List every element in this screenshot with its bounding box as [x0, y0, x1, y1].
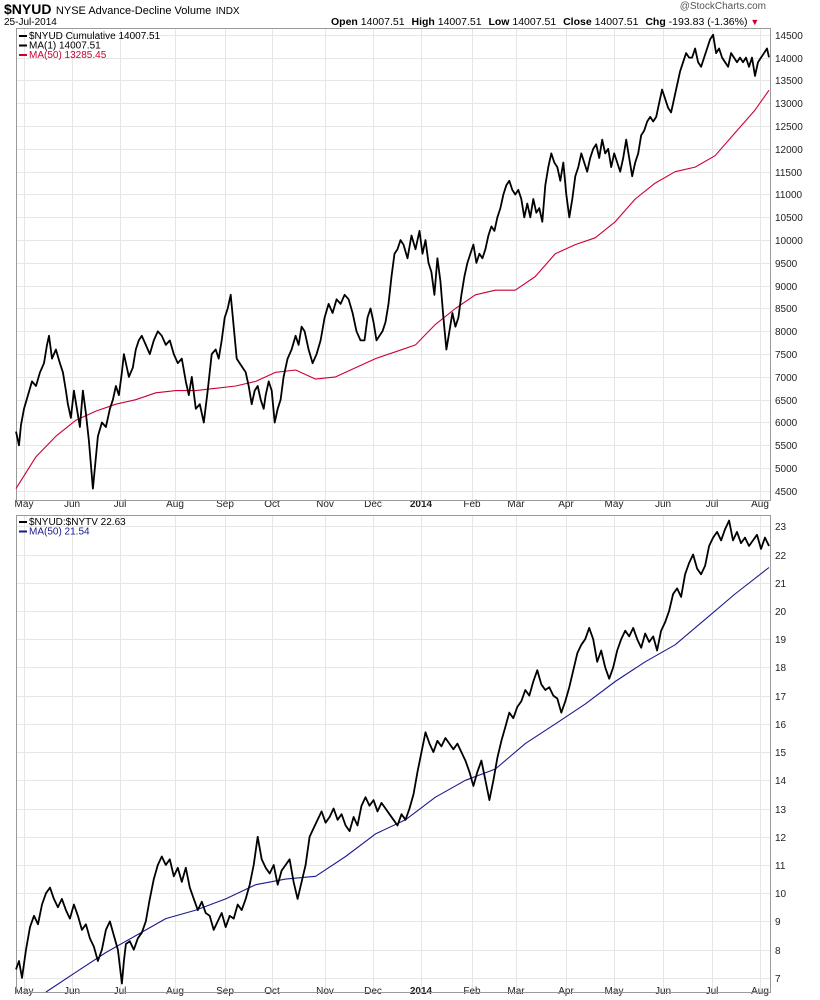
- x-tick-label: Oct: [264, 986, 280, 997]
- x-tick-label: Sep: [216, 986, 234, 997]
- ohlc-line: Open 14007.51 High 14007.51 Low 14007.51…: [331, 16, 759, 28]
- y-tick-label: 6500: [775, 396, 798, 407]
- high-label: High: [411, 16, 435, 28]
- x-tick-label: May: [15, 499, 34, 510]
- x-tick-label: May: [15, 986, 34, 997]
- legend-entry: MA(50) 21.54: [29, 527, 90, 538]
- y-tick-label: 18: [775, 663, 787, 674]
- y-tick-label: 11000: [775, 190, 803, 201]
- x-tick-label: Jul: [706, 986, 719, 997]
- x-tick-label: Feb: [463, 986, 481, 997]
- y-tick-label: 22: [775, 551, 787, 562]
- x-tick-label: Apr: [558, 986, 574, 997]
- title-line: $NYUD NYSE Advance-Decline Volume INDX: [4, 1, 240, 19]
- x-tick-label: Aug: [751, 986, 769, 997]
- y-tick-label: 19: [775, 635, 787, 646]
- price-line: [15, 519, 770, 985]
- chart-date: 25-Jul-2014: [4, 17, 57, 28]
- down-arrow-icon: ▼: [750, 17, 760, 27]
- x-tick-label: 2014: [410, 499, 433, 510]
- x-tick-label: Oct: [264, 499, 280, 510]
- x-tick-label: Feb: [463, 499, 481, 510]
- x-tick-label: Aug: [751, 499, 769, 510]
- y-tick-label: 12: [775, 833, 787, 844]
- panel-frame: [16, 28, 771, 501]
- y-tick-label: 7000: [775, 373, 798, 384]
- y-tick-label: 15: [775, 748, 787, 759]
- y-tick-label: 7: [775, 974, 781, 985]
- y-tick-label: 14: [775, 776, 787, 787]
- close-value: 14007.51: [594, 16, 639, 28]
- x-tick-label: Nov: [316, 499, 334, 510]
- open-value: 14007.51: [360, 16, 405, 28]
- y-tick-label: 20: [775, 607, 787, 618]
- x-tick-label: Jul: [114, 986, 127, 997]
- x-tick-label: Jul: [114, 499, 127, 510]
- chg-value: -193.83 (-1.36%): [668, 16, 748, 28]
- y-tick-label: 9: [775, 917, 781, 928]
- legend-entry: $NYUD Cumulative 14007.51: [29, 31, 161, 42]
- y-tick-label: 8500: [775, 304, 798, 315]
- y-tick-label: 13000: [775, 99, 803, 110]
- y-tick-label: 4500: [775, 487, 798, 498]
- y-tick-label: 10: [775, 889, 787, 900]
- y-tick-label: 7500: [775, 350, 798, 361]
- y-tick-label: 16: [775, 720, 787, 731]
- y-tick-label: 14000: [775, 54, 803, 65]
- x-tick-label: Nov: [316, 986, 334, 997]
- x-tick-label: Jul: [706, 499, 719, 510]
- x-tick-label: Jun: [64, 986, 80, 997]
- y-tick-label: 6000: [775, 418, 798, 429]
- x-tick-label: Dec: [364, 499, 382, 510]
- close-label: Close: [563, 16, 592, 28]
- price-line: [15, 33, 770, 490]
- y-tick-label: 9000: [775, 282, 798, 293]
- y-tick-label: 10000: [775, 236, 803, 247]
- x-tick-label: May: [605, 499, 624, 510]
- low-value: 14007.51: [512, 16, 557, 28]
- x-tick-label: Aug: [166, 986, 184, 997]
- y-tick-label: 13500: [775, 76, 803, 87]
- y-tick-label: 21: [775, 579, 787, 590]
- symbol: $NYUD: [4, 1, 52, 17]
- x-tick-label: Jun: [655, 986, 671, 997]
- x-tick-label: 2014: [410, 986, 433, 997]
- panel-frame: [16, 515, 771, 993]
- x-tick-label: Jun: [64, 499, 80, 510]
- instrument-name: NYSE Advance-Decline Volume: [55, 5, 212, 17]
- y-tick-label: 23: [775, 522, 787, 533]
- y-tick-label: 5500: [775, 441, 798, 452]
- x-tick-label: May: [605, 986, 624, 997]
- y-tick-label: 12000: [775, 145, 803, 156]
- chg-label: Chg: [645, 16, 666, 28]
- ma-line: [15, 89, 770, 489]
- y-tick-label: 17: [775, 692, 787, 703]
- x-tick-label: Apr: [558, 499, 574, 510]
- y-tick-label: 9500: [775, 259, 798, 270]
- legend-entry: MA(1) 14007.51: [29, 41, 101, 52]
- y-tick-label: 14500: [775, 31, 803, 42]
- y-tick-label: 12500: [775, 122, 803, 133]
- y-tick-label: 5000: [775, 464, 798, 475]
- x-tick-label: Sep: [216, 499, 234, 510]
- x-tick-label: Dec: [364, 986, 382, 997]
- low-label: Low: [488, 16, 510, 28]
- watermark: @StockCharts.com: [679, 1, 766, 12]
- y-tick-label: 11: [775, 861, 786, 872]
- y-tick-label: 8: [775, 946, 781, 957]
- y-tick-label: 8000: [775, 327, 798, 338]
- x-tick-label: Aug: [166, 499, 184, 510]
- high-value: 14007.51: [437, 16, 482, 28]
- y-tick-label: 13: [775, 805, 787, 816]
- x-tick-label: Mar: [507, 499, 525, 510]
- y-tick-label: 10500: [775, 213, 803, 224]
- x-tick-label: Jun: [655, 499, 671, 510]
- legend-entry: $NYUD:$NYTV 22.63: [29, 517, 126, 528]
- open-label: Open: [331, 16, 358, 28]
- exchange-label: INDX: [215, 6, 240, 17]
- legend-entry: MA(50) 13285.45: [29, 50, 107, 61]
- x-tick-label: Mar: [507, 986, 525, 997]
- y-tick-label: 11500: [775, 168, 803, 179]
